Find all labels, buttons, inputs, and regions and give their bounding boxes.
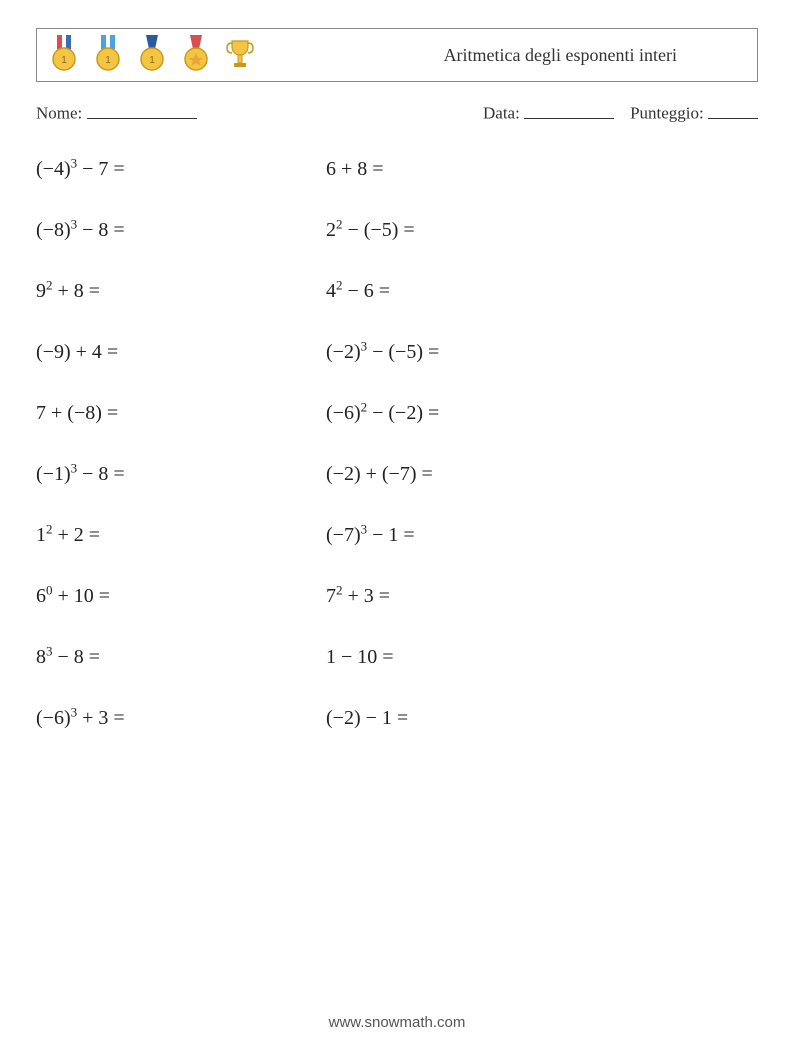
problem-cell: 92 + 8 = bbox=[36, 280, 326, 303]
svg-text:1: 1 bbox=[149, 55, 155, 66]
score-label: Punteggio: bbox=[630, 104, 704, 123]
problem-cell: (−9) + 4 = bbox=[36, 341, 326, 364]
problems-grid: (−4)3 − 7 =6 + 8 = (−8)3 − 8 =22 − (−5) =… bbox=[36, 158, 758, 730]
problem-cell: (−1)3 − 8 = bbox=[36, 463, 326, 486]
problem-cell: 12 + 2 = bbox=[36, 524, 326, 547]
name-label: Nome: bbox=[36, 104, 82, 123]
problem-cell: 7 + (−8) = bbox=[36, 402, 326, 425]
problem-cell: 60 + 10 = bbox=[36, 585, 326, 608]
svg-text:1: 1 bbox=[61, 55, 67, 66]
problem-cell: 72 + 3 = bbox=[326, 585, 616, 608]
problem-cell: 6 + 8 = bbox=[326, 158, 616, 181]
problem-cell: (−8)3 − 8 = bbox=[36, 219, 326, 242]
medal-row: 1 1 1 bbox=[47, 34, 257, 76]
header-box: 1 1 1 bbox=[36, 28, 758, 82]
problem-cell: 1 − 10 = bbox=[326, 646, 616, 669]
medal-gold-star-icon: 1 bbox=[91, 34, 125, 76]
date-blank[interactable] bbox=[524, 100, 614, 119]
date-label: Data: bbox=[483, 104, 520, 123]
problem-cell: (−2)3 − (−5) = bbox=[326, 341, 616, 364]
medal-gold-ribbon-icon: 1 bbox=[47, 34, 81, 76]
problem-cell: 22 − (−5) = bbox=[326, 219, 616, 242]
trophy-icon bbox=[223, 34, 257, 76]
problem-cell: (−4)3 − 7 = bbox=[36, 158, 326, 181]
svg-text:1: 1 bbox=[105, 55, 111, 66]
worksheet-title: Aritmetica degli esponenti interi bbox=[444, 45, 747, 66]
problem-cell: 42 − 6 = bbox=[326, 280, 616, 303]
problem-cell: (−6)2 − (−2) = bbox=[326, 402, 616, 425]
problem-cell: 83 − 8 = bbox=[36, 646, 326, 669]
medal-blue-icon: 1 bbox=[135, 34, 169, 76]
score-blank[interactable] bbox=[708, 100, 758, 119]
problem-cell: (−7)3 − 1 = bbox=[326, 524, 616, 547]
problem-cell: (−6)3 + 3 = bbox=[36, 707, 326, 730]
medal-red-icon bbox=[179, 34, 213, 76]
problem-cell: (−2) − 1 = bbox=[326, 707, 616, 730]
problem-cell: (−2) + (−7) = bbox=[326, 463, 616, 486]
footer-link[interactable]: www.snowmath.com bbox=[0, 1014, 794, 1031]
info-line: Nome: Data: Punteggio: bbox=[36, 100, 758, 124]
name-blank[interactable] bbox=[87, 100, 197, 119]
